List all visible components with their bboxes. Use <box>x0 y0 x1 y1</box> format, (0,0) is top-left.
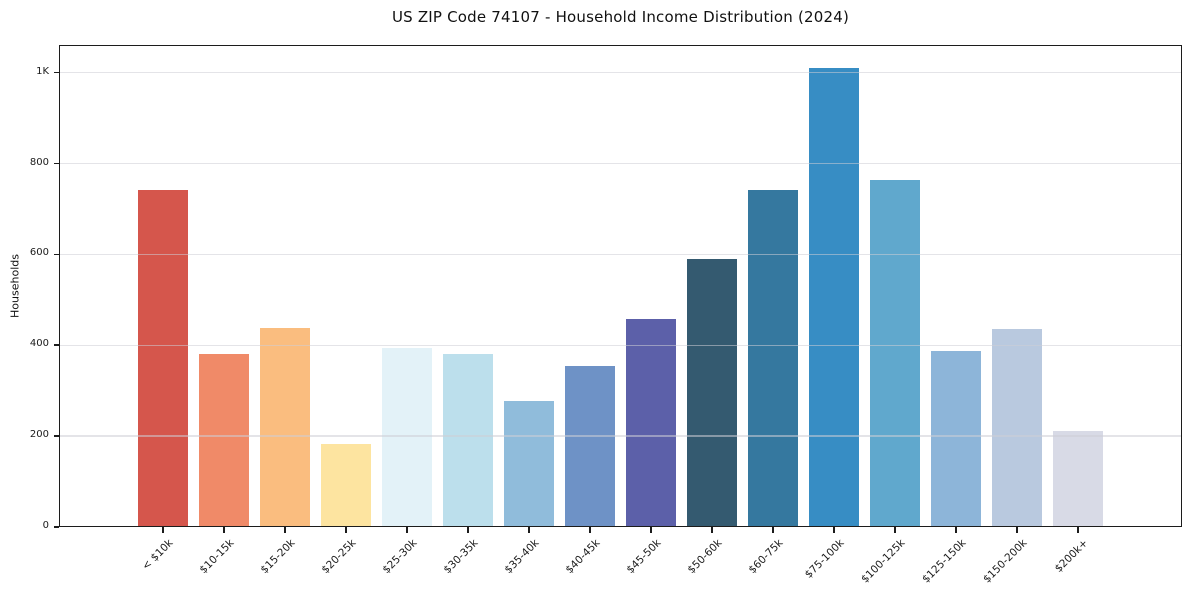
x-tick-label: $50-60k <box>685 537 725 577</box>
y-tick-label: 400 <box>29 338 49 350</box>
y-tick-label: 800 <box>29 156 49 168</box>
x-tick-mark <box>528 527 530 533</box>
x-tick-label: $40-45k <box>563 537 603 577</box>
x-tick-label: $200k+ <box>1052 537 1091 575</box>
x-tick-mark <box>345 527 347 533</box>
bar-9 <box>625 318 677 527</box>
y-axis-label: Households <box>8 254 22 318</box>
bar-12 <box>809 68 860 527</box>
x-tick-label: $20-25k <box>319 537 359 577</box>
x-tick-label: $15-20k <box>258 537 298 577</box>
bar-11 <box>748 189 799 527</box>
x-tick-mark <box>1077 527 1080 533</box>
x-tick-label: $10-15k <box>197 537 237 577</box>
x-tick-label: $100-125k <box>859 537 908 586</box>
x-tick-mark <box>1016 527 1018 533</box>
bar-1 <box>137 189 188 527</box>
chart-title: US ZIP Code 74107 - Household Income Dis… <box>391 8 850 26</box>
bar-16 <box>1053 430 1104 527</box>
grid-line-1K <box>59 71 1182 74</box>
bar-15 <box>992 328 1043 527</box>
x-tick-mark <box>650 527 652 533</box>
y-tick-label: 600 <box>29 247 49 259</box>
x-tick-mark <box>406 527 408 533</box>
bar-7 <box>503 400 554 527</box>
x-tick-label: $125-150k <box>920 537 969 586</box>
y-tick-label: 0 <box>42 520 49 531</box>
x-tick-label: $30-35k <box>441 537 481 577</box>
x-tick-mark <box>894 527 896 533</box>
grid-line-800 <box>59 162 1182 165</box>
y-tick-mark <box>53 435 59 437</box>
y-tick-mark <box>53 71 59 74</box>
bar-4 <box>320 443 371 527</box>
y-tick-label: 200 <box>29 429 49 441</box>
x-tick-mark <box>589 527 591 533</box>
x-tick-label: < $10k <box>139 537 176 573</box>
y-tick-mark <box>53 162 59 165</box>
y-tick-mark <box>53 526 59 528</box>
x-tick-mark <box>772 527 774 533</box>
x-tick-mark <box>955 527 957 533</box>
y-tick-mark <box>53 253 59 256</box>
x-tick-label: $45-50k <box>624 537 664 577</box>
x-tick-label: $150-200k <box>981 537 1030 586</box>
y-tick-label: 1K <box>36 65 49 77</box>
x-tick-mark <box>284 527 286 533</box>
bar-10 <box>687 258 738 527</box>
x-tick-label: $25-30k <box>380 537 420 577</box>
bar-3 <box>259 328 310 527</box>
x-tick-mark <box>161 527 164 533</box>
y-tick-mark <box>53 344 59 347</box>
x-tick-label: $75-100k <box>802 537 847 581</box>
x-tick-mark <box>222 527 225 533</box>
bar-8 <box>564 366 615 527</box>
bar-13 <box>870 179 921 527</box>
bar-5 <box>381 347 432 527</box>
x-tick-mark <box>711 527 713 533</box>
bar-6 <box>442 353 493 527</box>
x-tick-mark <box>467 527 469 533</box>
bar-14 <box>931 350 982 527</box>
x-tick-mark <box>833 527 835 533</box>
x-tick-label: $60-75k <box>746 537 786 577</box>
bar-2 <box>198 354 249 527</box>
grid-line-600 <box>59 253 1182 256</box>
grid-line-400 <box>59 344 1182 347</box>
x-tick-label: $35-40k <box>502 537 542 577</box>
grid-line-200 <box>59 435 1182 437</box>
